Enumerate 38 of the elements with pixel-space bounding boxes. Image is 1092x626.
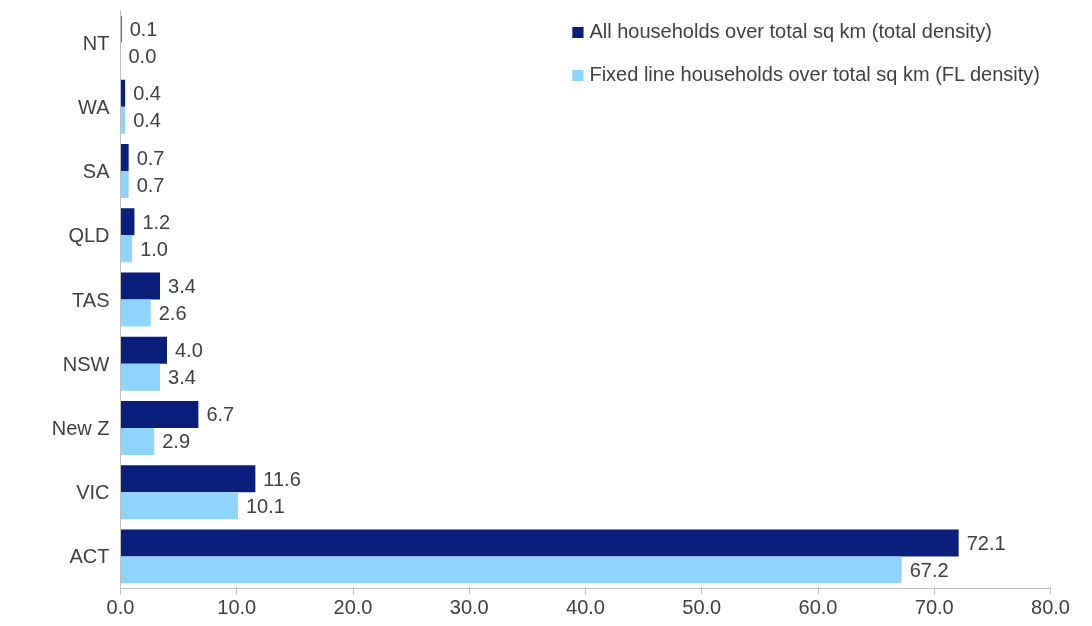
y-tick-label: New Z — [51, 416, 110, 439]
data-label: 3.4 — [168, 275, 196, 298]
y-tick-label: NSW — [62, 352, 110, 375]
y-tick-label: SA — [82, 160, 111, 183]
data-label: 6.7 — [206, 403, 235, 426]
legend-label: Fixed line households over total sq km (FL density) — [589, 63, 1040, 86]
data-label: 0.0 — [128, 45, 157, 68]
x-tick-label: 80.0 — [1031, 595, 1070, 618]
y-tick-label: QLD — [68, 224, 110, 247]
x-tick-label: 60.0 — [798, 595, 838, 618]
x-tick-label: 30.0 — [449, 595, 489, 618]
data-label: 1.2 — [142, 210, 171, 233]
data-label: 72.1 — [966, 531, 1006, 554]
data-label: 67.2 — [909, 558, 949, 581]
data-label: 2.6 — [158, 301, 187, 324]
data-label: 0.7 — [136, 173, 165, 196]
x-tick-label: 40.0 — [566, 595, 605, 618]
x-tick-label: 50.0 — [682, 595, 722, 618]
data-label: 0.7 — [136, 146, 165, 169]
y-tick-label: TAS — [72, 288, 110, 311]
x-tick-label: 70.0 — [914, 595, 954, 618]
y-tick-label: NT — [82, 31, 110, 54]
y-tick-label: VIC — [76, 481, 110, 504]
data-label: 2.9 — [162, 430, 191, 453]
data-label: 3.4 — [168, 366, 196, 389]
data-label: 0.4 — [133, 82, 161, 105]
x-tick-label: 0.0 — [106, 595, 135, 618]
data-label: 11.6 — [263, 467, 301, 490]
x-tick-label: 10.0 — [217, 595, 257, 618]
x-tick-label: 20.0 — [333, 595, 373, 618]
data-label: 0.1 — [129, 18, 158, 41]
data-label: 1.0 — [140, 237, 168, 260]
data-label: 0.4 — [133, 109, 161, 132]
y-tick-label: ACT — [69, 545, 110, 568]
data-label: 10.1 — [245, 494, 285, 517]
data-label: 4.0 — [175, 339, 203, 362]
legend-label: All households over total sq km (total density) — [589, 20, 992, 43]
y-tick-label: WA — [78, 95, 111, 118]
